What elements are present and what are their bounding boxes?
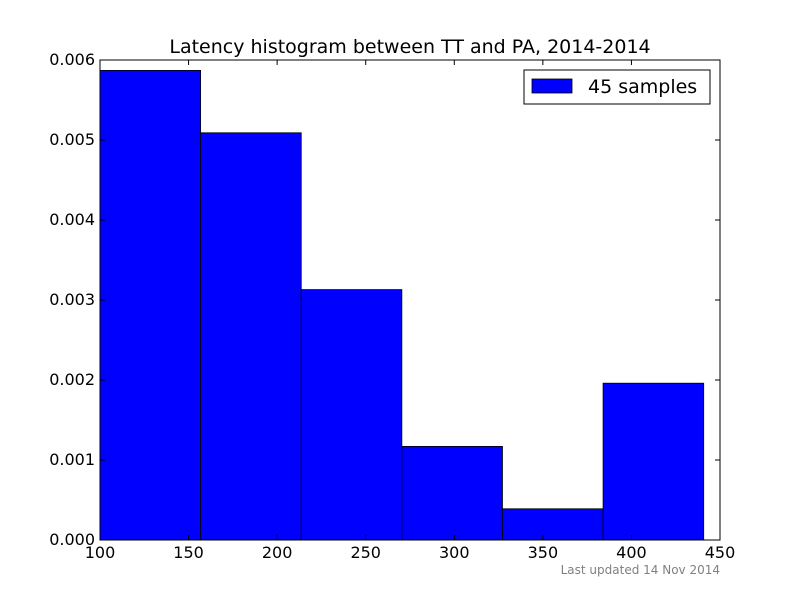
x-tick-label: 200 [262, 543, 293, 562]
footer-note: Last updated 14 Nov 2014 [561, 563, 720, 577]
x-tick-label: 450 [705, 543, 736, 562]
x-tick-label: 400 [616, 543, 647, 562]
histogram-bar-4 [401, 445, 503, 541]
x-tick-label: 350 [528, 543, 559, 562]
ticks-group: 100 150 200 250 300 350 400 450 0.000 0.001 0.002 0… [49, 50, 735, 562]
y-tick-label: 0.002 [49, 370, 95, 389]
histogram-bar-1 [99, 70, 202, 541]
histogram-bar-5 [502, 508, 604, 541]
x-tick-label: 150 [173, 543, 204, 562]
legend-swatch [531, 78, 573, 94]
chart-title: Latency histogram between TT and PA, 201… [169, 36, 650, 58]
x-tick-label: 100 [85, 543, 116, 562]
x-tick-label: 250 [350, 543, 381, 562]
histogram-bar-6 [602, 382, 705, 541]
histogram-bar-2 [200, 132, 302, 541]
y-tick-label: 0.001 [49, 450, 95, 469]
histogram-bar-3 [300, 289, 403, 541]
y-tick-label: 0.005 [49, 130, 95, 149]
y-tick-label: 0.006 [49, 50, 95, 69]
y-tick-label: 0.000 [49, 530, 95, 549]
y-tick-label: 0.004 [49, 210, 95, 229]
legend-label: 45 samples [588, 76, 697, 98]
bars-group [99, 70, 705, 541]
legend: 45 samples [523, 69, 711, 105]
y-tick-label: 0.003 [49, 290, 95, 309]
x-tick-label: 300 [439, 543, 470, 562]
